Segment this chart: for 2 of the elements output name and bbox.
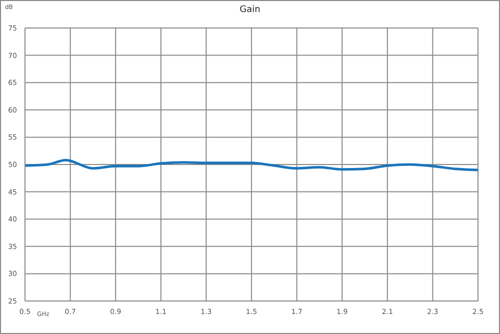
line-series	[25, 158, 478, 172]
chart-title: Gain	[240, 5, 260, 15]
